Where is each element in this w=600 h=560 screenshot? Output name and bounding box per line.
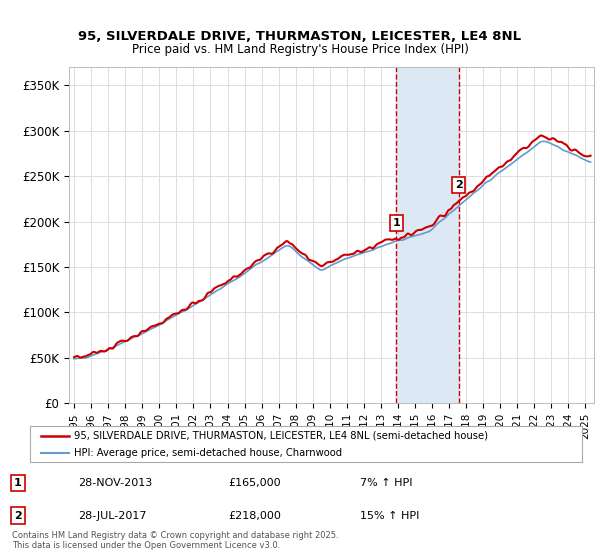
Text: 28-JUL-2017: 28-JUL-2017	[78, 511, 146, 521]
Bar	[397, 67, 459, 403]
Text: 1: 1	[392, 218, 400, 228]
Text: HPI: Average price, semi-detached house, Charnwood: HPI: Average price, semi-detached house,…	[74, 448, 342, 458]
Text: Price paid vs. HM Land Registry's House Price Index (HPI): Price paid vs. HM Land Registry's House …	[131, 43, 469, 56]
Text: 2: 2	[455, 180, 463, 190]
Text: 95, SILVERDALE DRIVE, THURMASTON, LEICESTER, LE4 8NL (semi-detached house): 95, SILVERDALE DRIVE, THURMASTON, LEICES…	[74, 431, 488, 441]
Text: £165,000: £165,000	[228, 478, 281, 488]
Text: £218,000: £218,000	[228, 511, 281, 521]
Text: 2: 2	[14, 511, 22, 521]
Text: 7% ↑ HPI: 7% ↑ HPI	[360, 478, 413, 488]
Text: 28-NOV-2013: 28-NOV-2013	[78, 478, 152, 488]
Text: Contains HM Land Registry data © Crown copyright and database right 2025.
This d: Contains HM Land Registry data © Crown c…	[12, 530, 338, 550]
Text: 95, SILVERDALE DRIVE, THURMASTON, LEICESTER, LE4 8NL: 95, SILVERDALE DRIVE, THURMASTON, LEICES…	[79, 30, 521, 43]
Text: 15% ↑ HPI: 15% ↑ HPI	[360, 511, 419, 521]
Text: 1: 1	[14, 478, 22, 488]
